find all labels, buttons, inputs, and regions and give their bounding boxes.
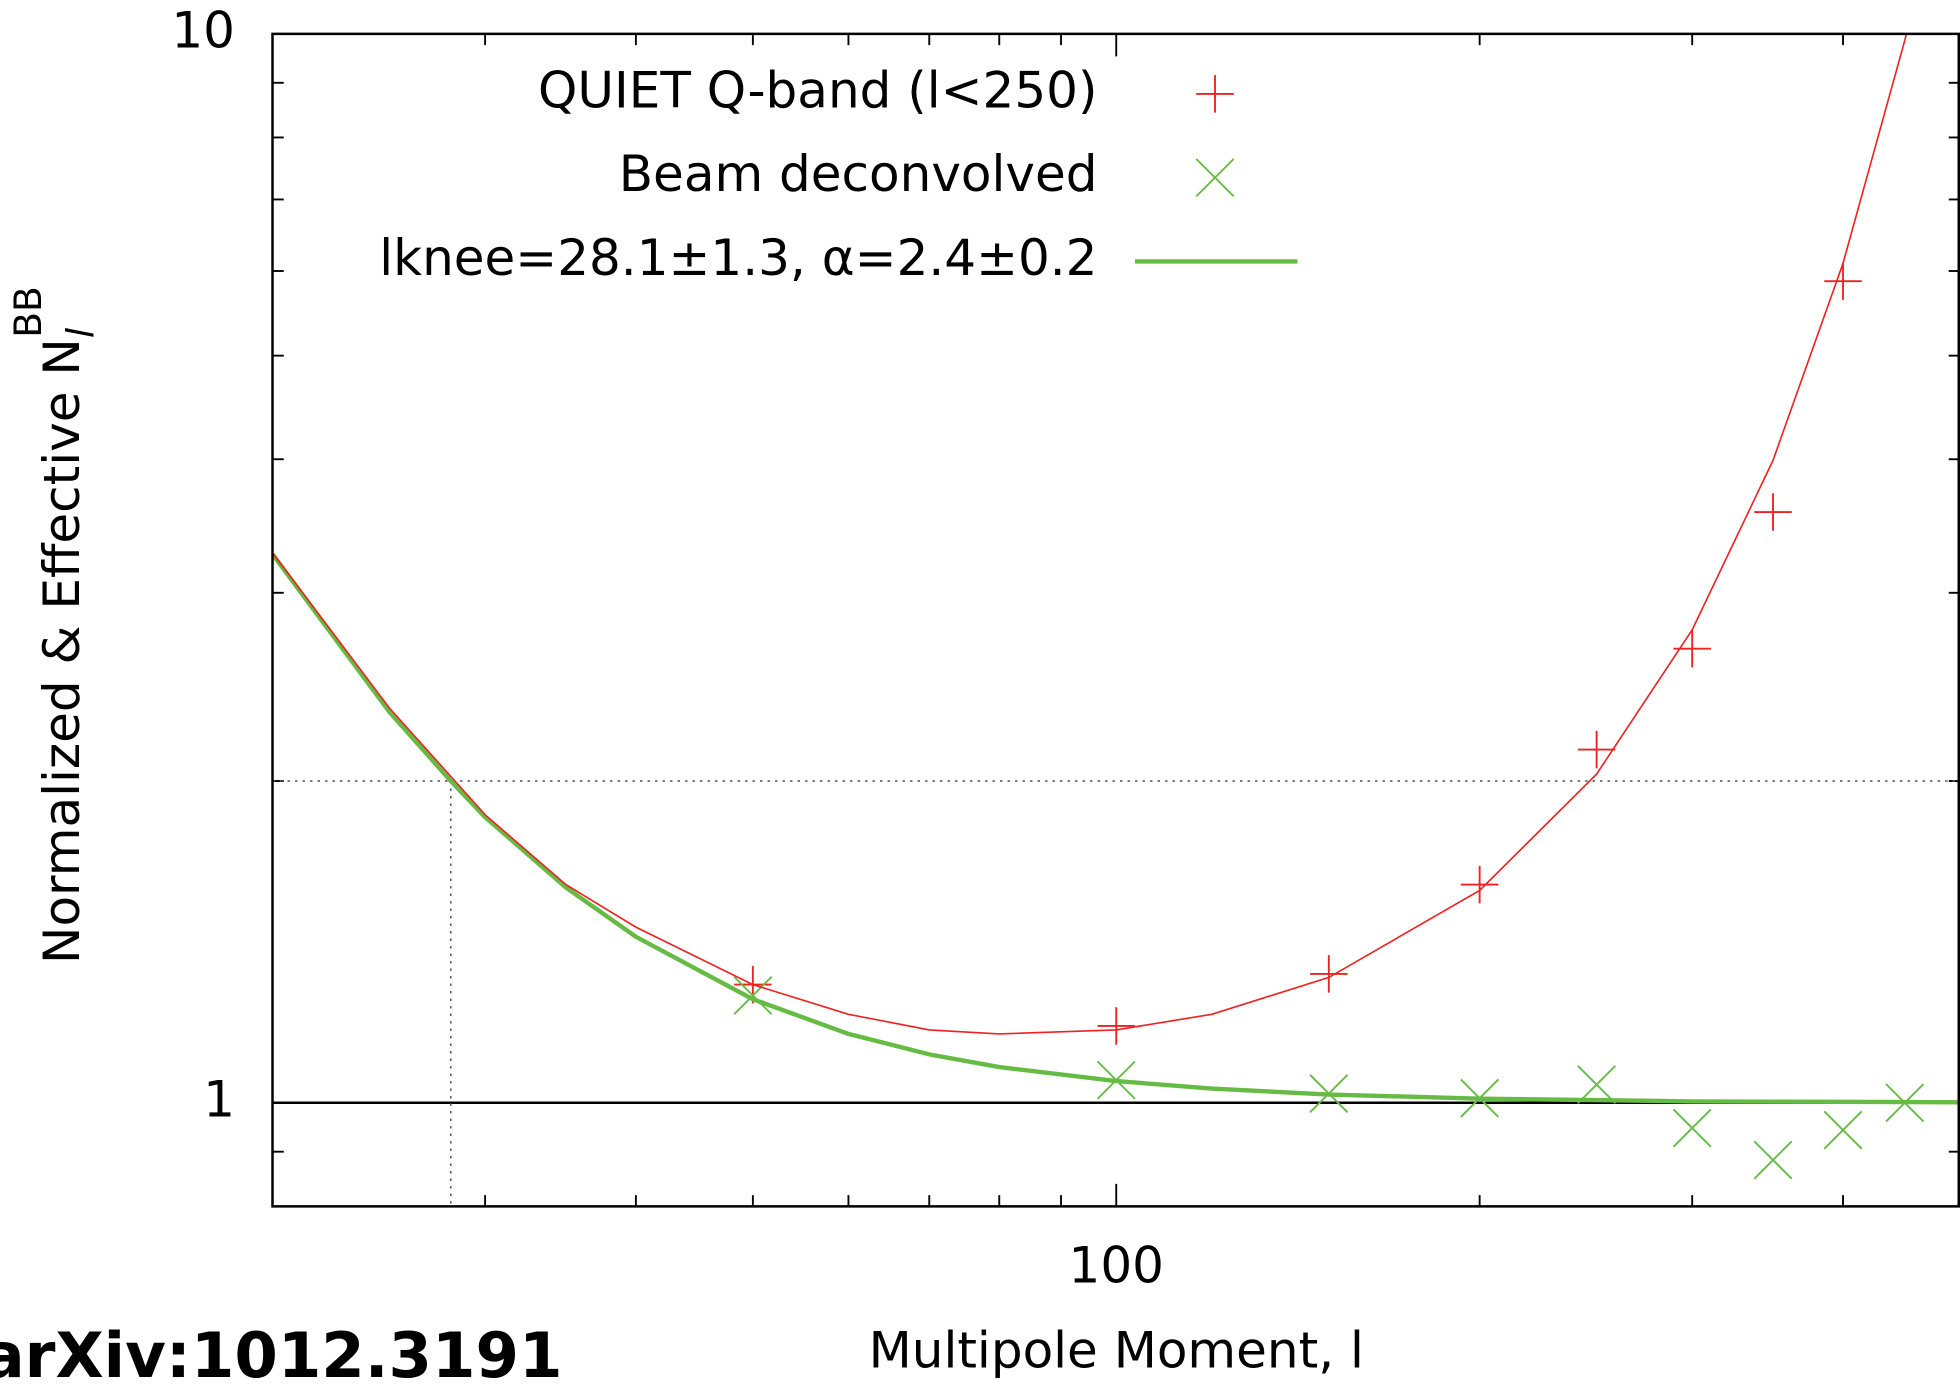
fit-curve bbox=[272, 33, 1908, 1035]
y-tick-label: 10 bbox=[171, 1, 235, 59]
y-tick-label: 1 bbox=[203, 1070, 235, 1128]
plus-marker bbox=[1196, 75, 1234, 113]
y-axis-label: Normalized & Effective Nl BB bbox=[5, 286, 102, 964]
cross-marker bbox=[1672, 1108, 1712, 1148]
cross-marker bbox=[1195, 158, 1235, 198]
cross-marker bbox=[1823, 1110, 1863, 1150]
cross-marker bbox=[733, 976, 773, 1015]
plus-marker bbox=[1097, 1007, 1135, 1045]
x-tick-label: 100 bbox=[1069, 1236, 1164, 1294]
cross-marker bbox=[1577, 1065, 1617, 1104]
x-axis-label: Multipole Moment, l bbox=[869, 1321, 1364, 1379]
y-label-sup: BB bbox=[5, 286, 49, 337]
fit-curve bbox=[272, 552, 1960, 1105]
cross-marker bbox=[1753, 1140, 1793, 1180]
plus-marker bbox=[1310, 955, 1348, 993]
plus-marker bbox=[1577, 730, 1616, 769]
legend-label: Beam deconvolved bbox=[619, 145, 1098, 203]
plus-marker bbox=[1824, 262, 1862, 300]
plus-marker bbox=[1754, 493, 1792, 531]
y-label-sub: l bbox=[58, 327, 102, 338]
legend-label: QUIET Q-band (l<250) bbox=[538, 61, 1097, 119]
text-layer: 100 1 10 QUIET Q-band (l<250) Beam deconvolv… bbox=[171, 1, 1298, 1294]
plus-marker bbox=[1460, 865, 1499, 904]
legend-label: lknee=28.1±1.3, α=2.4±0.2 bbox=[379, 229, 1097, 287]
y-label-main: Normalized & Effective N bbox=[33, 338, 91, 964]
data-layer bbox=[272, 33, 1960, 1180]
annotation: arXiv:1012.3191 bbox=[0, 1319, 563, 1389]
plot-frame bbox=[271, 32, 1960, 1208]
